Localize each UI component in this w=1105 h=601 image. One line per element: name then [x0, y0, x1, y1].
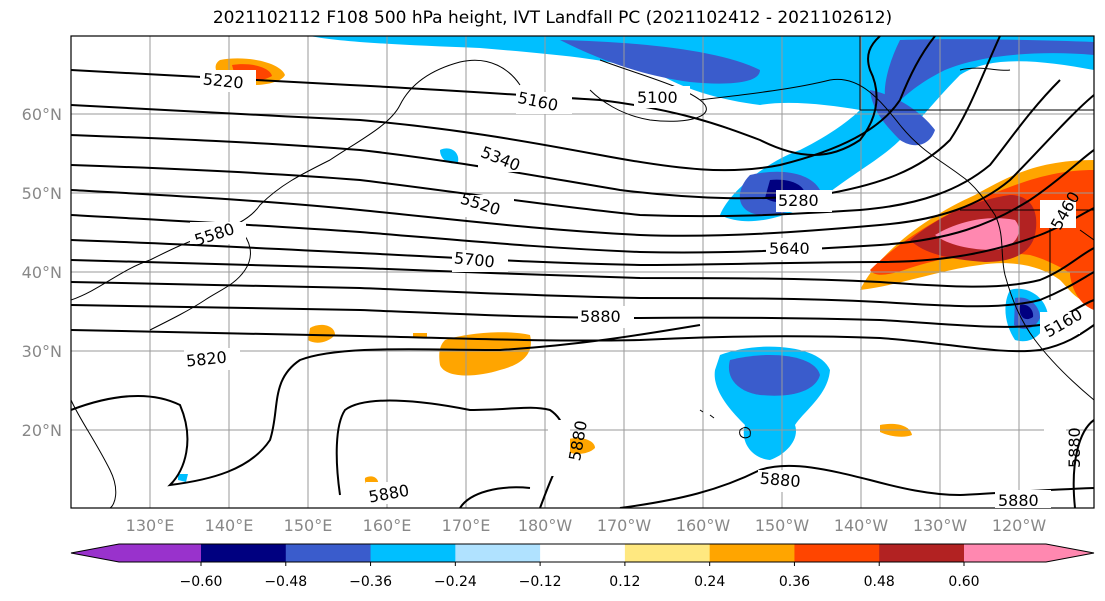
- colorbar-tick-label: −0.48: [264, 574, 307, 590]
- lon-label: 160°W: [676, 516, 731, 535]
- lon-label: 150°W: [755, 516, 810, 535]
- contour-5160: [71, 36, 881, 156]
- colorbar-segment: [201, 544, 287, 562]
- latitude-labels: 60°N 50°N 40°N 30°N 20°N: [22, 105, 62, 440]
- colorbar-tick-label: −0.60: [180, 574, 223, 590]
- colorbar-tick-label: 0.36: [779, 574, 810, 590]
- colorbar-segment: [540, 544, 626, 562]
- shade-wpac-orange: [308, 324, 335, 343]
- colorbar-segment: [709, 544, 795, 562]
- coast-alaska: [589, 59, 707, 122]
- contour-5520: [71, 149, 1094, 254]
- colorbar-segment: [285, 544, 372, 562]
- contour-label: 5280: [778, 191, 819, 210]
- colorbar-tick-label: 0.12: [609, 574, 640, 590]
- contour-5880-e: [1072, 419, 1094, 508]
- coast-se-asia: [71, 399, 117, 508]
- colorbar-segment: [455, 544, 541, 562]
- contour-label: 5220: [202, 69, 244, 92]
- colorbar-tick-label: −0.12: [519, 574, 562, 590]
- coast-north-america: [699, 78, 1094, 401]
- lat-label: 60°N: [22, 105, 62, 124]
- shade-panhandle-mid: [870, 90, 935, 146]
- lon-label: 160°E: [363, 516, 412, 535]
- lon-label: 120°W: [992, 516, 1047, 535]
- shade-alaska-mid: [560, 40, 760, 84]
- lat-label: 40°N: [22, 263, 62, 282]
- border-alaska-canada: [859, 36, 1094, 111]
- colorbar-segment: [964, 544, 1094, 562]
- lon-label: 130°E: [126, 516, 175, 535]
- contour-5760: [71, 299, 1094, 328]
- colorbar-segment: [370, 544, 456, 562]
- colorbar-tick-label: −0.24: [434, 574, 477, 590]
- contour-label: 5640: [769, 239, 810, 258]
- lon-label: 130°W: [913, 516, 968, 535]
- colorbar-segment: [71, 544, 201, 562]
- gridlines: [71, 36, 1094, 508]
- colorbar-segment: [879, 544, 965, 562]
- colorbar-outline: [70, 543, 1095, 563]
- longitude-labels: 130°E 140°E 150°E 160°E 170°E 180°W 170°W 160°W…: [126, 516, 1047, 535]
- contour-5340: [71, 36, 1001, 200]
- contour-label: 5820: [185, 348, 227, 371]
- shade-subtropical-mid: [728, 355, 820, 396]
- contour-5880-c: [459, 486, 531, 508]
- contour-5460: [71, 94, 1094, 237]
- shade-coast-red: [1070, 253, 1094, 310]
- contour-5580: [71, 207, 1094, 267]
- contour-label: 5880: [580, 307, 621, 326]
- colorbar-tick-label: −0.36: [349, 574, 392, 590]
- colorbar: [70, 543, 1095, 563]
- contour-5400: [71, 79, 1061, 218]
- shade-cpac-orange: [439, 332, 531, 376]
- contour-label: 5100: [637, 88, 678, 107]
- colorbar-tick-label: 0.60: [948, 574, 979, 590]
- contour-label: 5880: [998, 491, 1039, 510]
- lon-label: 170°W: [597, 516, 652, 535]
- coast-hawaii: [699, 409, 751, 439]
- lon-label: 180°W: [518, 516, 573, 535]
- shade-ca-dark: [1019, 304, 1034, 320]
- contour-label: 5700: [453, 248, 495, 271]
- colorbar-tick-labels: −0.60 −0.48 −0.36 −0.24 −0.12 0.12 0.24 0.36 0.4…: [180, 562, 980, 590]
- lat-label: 20°N: [22, 421, 62, 440]
- contour-5820: [71, 324, 1094, 353]
- contour-5640: [71, 247, 1094, 288]
- shade-small-orange-1: [565, 437, 595, 454]
- contour-5880-a: [71, 324, 701, 487]
- lon-label: 140°W: [834, 516, 889, 535]
- colorbar-tick-label: 0.48: [864, 574, 895, 590]
- lon-label: 170°E: [442, 516, 491, 535]
- shade-small-blue-1: [178, 474, 188, 482]
- lat-label: 50°N: [22, 184, 62, 203]
- shade-ne-pac-pink: [935, 218, 1019, 250]
- contour-label-layer: 5220 5160 5100 5280 5340 5520 5580 5640 …: [184, 69, 1086, 510]
- contour-label: 5880: [759, 469, 801, 491]
- shade-kamchatka-blue: [440, 148, 459, 164]
- lon-label: 140°E: [205, 516, 254, 535]
- colorbar-tick-label: 0.24: [694, 574, 725, 590]
- lon-label: 150°E: [284, 516, 333, 535]
- contour-5700: [71, 271, 1094, 308]
- contour-label: 5880: [1065, 427, 1084, 468]
- coast-asia: [71, 59, 521, 301]
- shade-arctic-mid: [884, 39, 1094, 111]
- contour-5280: [71, 36, 936, 172]
- colorbar-segment: [624, 544, 711, 562]
- map-frame: [70, 35, 1095, 509]
- coast-arctic-islands: [959, 67, 1011, 71]
- map-title: 2021102112 F108 500 hPa height, IVT Land…: [212, 8, 893, 28]
- lat-label: 30°N: [22, 342, 62, 361]
- colorbar-segment: [794, 544, 880, 562]
